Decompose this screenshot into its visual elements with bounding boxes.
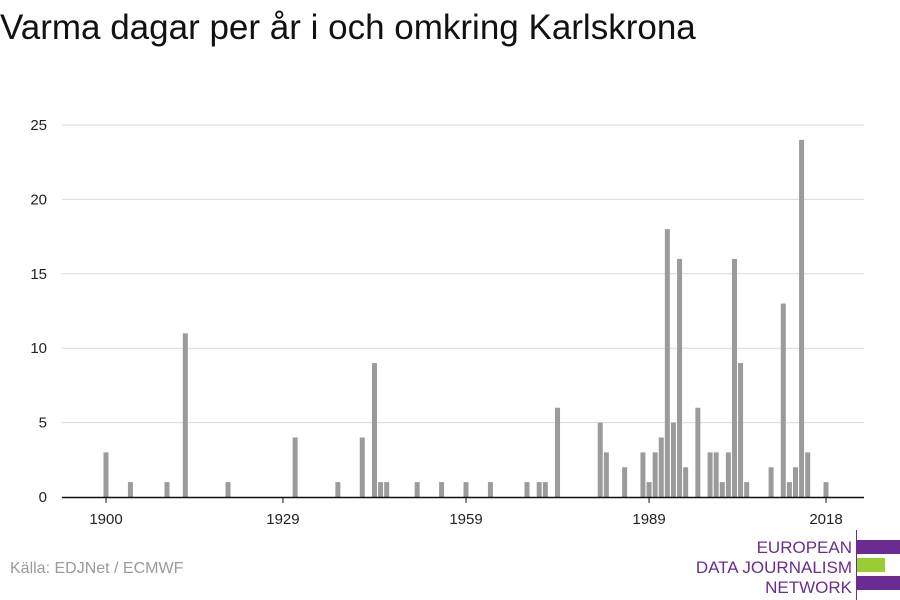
bar [359, 437, 365, 497]
source-note: Källa: EDJNet / ECMWF [10, 560, 184, 577]
edjnet-logo-text: EUROPEAN DATA JOURNALISM NETWORK [696, 538, 852, 598]
bar [780, 303, 786, 497]
bar [683, 467, 689, 497]
bar [164, 482, 170, 497]
bar [555, 407, 561, 497]
logo-bar-purple-top [857, 540, 900, 554]
bar [371, 363, 377, 497]
chart-title: Varma dagar per år i och omkring Karlskr… [0, 8, 696, 47]
bar [384, 482, 390, 497]
bar [768, 467, 774, 497]
bar [695, 407, 701, 497]
x-tick-label: 1989 [632, 511, 665, 528]
bar [713, 452, 719, 497]
bar [378, 482, 384, 497]
bar [487, 482, 493, 497]
bar [664, 229, 670, 497]
bar [646, 482, 652, 497]
bar [738, 363, 744, 497]
bar [707, 452, 713, 497]
y-tick-label: 10 [30, 340, 47, 357]
bar [799, 139, 805, 497]
x-axis [62, 496, 864, 503]
bar [744, 482, 750, 497]
bar [439, 482, 445, 497]
bar [719, 482, 725, 497]
logo-line-3: NETWORK [765, 578, 852, 597]
bars [103, 139, 829, 497]
bar [725, 452, 731, 497]
bar [127, 482, 133, 497]
bar [603, 452, 609, 497]
logo-divider [856, 530, 857, 600]
y-tick-label: 0 [39, 489, 47, 506]
x-tick-label: 1929 [266, 511, 299, 528]
bar [292, 437, 298, 497]
bar [542, 482, 548, 497]
x-tick-label: 1959 [449, 511, 482, 528]
logo-bar-purple-bottom [857, 576, 900, 590]
bar [786, 482, 792, 497]
y-tick-labels: 0 5 10 15 20 25 [30, 117, 47, 506]
bar [103, 452, 109, 497]
y-tick-label: 25 [30, 117, 47, 134]
bar [805, 452, 811, 497]
bar [823, 482, 829, 497]
bar [225, 482, 231, 497]
bar [414, 482, 420, 497]
y-tick-label: 5 [39, 415, 47, 432]
gridlines [62, 124, 864, 424]
logo-bar-green [857, 558, 885, 572]
bar [792, 467, 798, 497]
x-tick-labels: 1900 1929 1959 1989 2018 [89, 511, 842, 528]
bar [597, 422, 603, 497]
bar [731, 258, 737, 497]
logo-line-1: EUROPEAN [756, 538, 852, 557]
x-tick-label: 1900 [89, 511, 122, 528]
bar [658, 437, 664, 497]
bar [524, 482, 530, 497]
bar [536, 482, 542, 497]
y-tick-label: 20 [30, 191, 47, 208]
logo-line-2: DATA JOURNALISM [695, 558, 852, 577]
y-tick-label: 15 [30, 266, 47, 283]
bar [670, 422, 676, 497]
bar [182, 333, 188, 497]
bar [463, 482, 469, 497]
bar [622, 467, 628, 497]
bar [335, 482, 341, 497]
bar [640, 452, 646, 497]
bar [677, 258, 683, 497]
x-tick-label: 2018 [809, 511, 842, 528]
bar [652, 452, 658, 497]
